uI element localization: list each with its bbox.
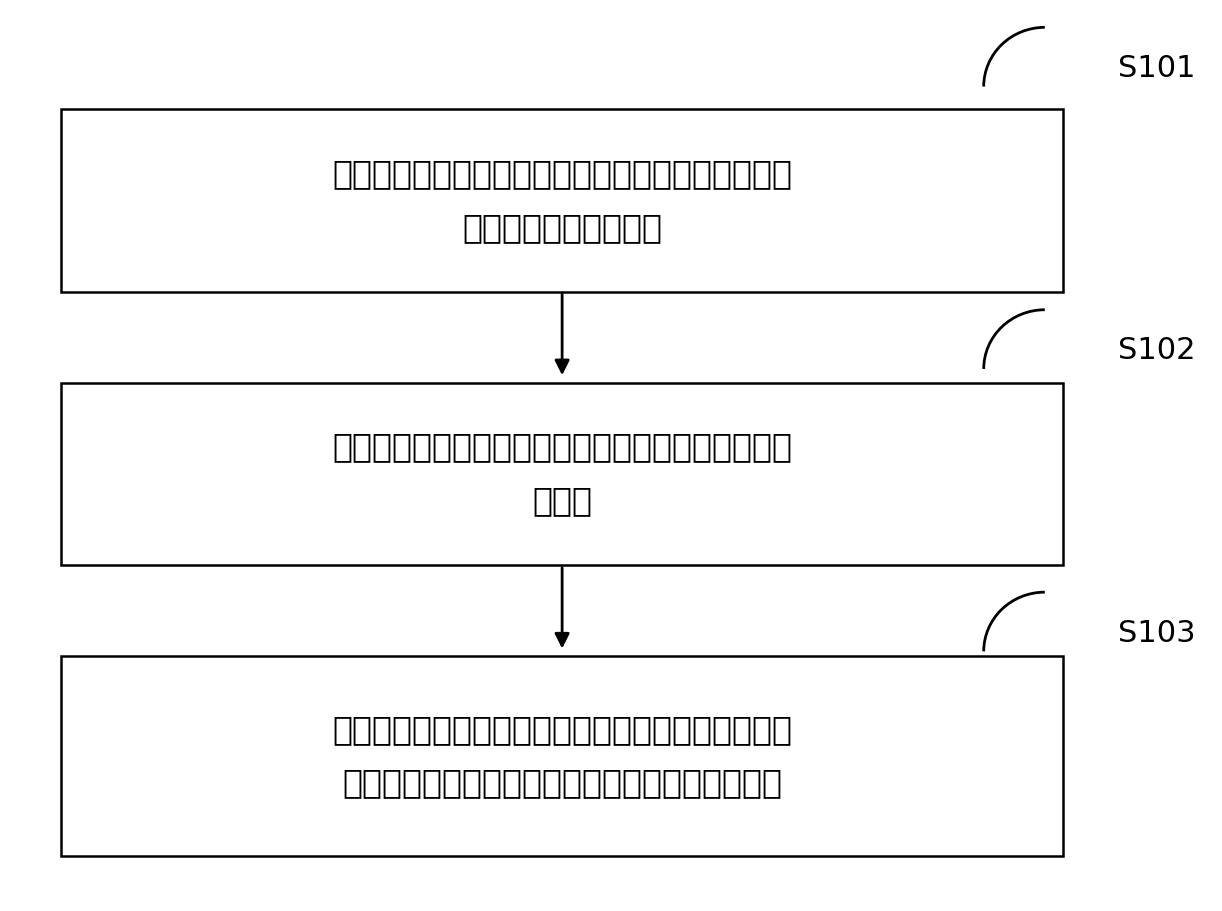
Bar: [61, 656, 1063, 856]
Bar: [61, 109, 1063, 292]
Text: 根据所述弥补度对所述虚拟单元进行聚类，得到多个
虚拟类: 根据所述弥补度对所述虚拟单元进行聚类，得到多个 虚拟类: [332, 430, 792, 517]
Text: S102: S102: [1118, 336, 1195, 365]
Text: 按照虚拟类的当前资源信息以及多个服务器的资源配
置信息，将所述多个虚拟类部署在所述多个服务器: 按照虚拟类的当前资源信息以及多个服务器的资源配 置信息，将所述多个虚拟类部署在所…: [332, 712, 792, 800]
Text: S103: S103: [1118, 619, 1196, 648]
Bar: [61, 383, 1063, 565]
Text: 利用虚拟单元集群中的虚拟单元的当前资源信息获取
虚拟单元之间的弥补度: 利用虚拟单元集群中的虚拟单元的当前资源信息获取 虚拟单元之间的弥补度: [332, 157, 792, 244]
Text: S101: S101: [1118, 54, 1195, 83]
